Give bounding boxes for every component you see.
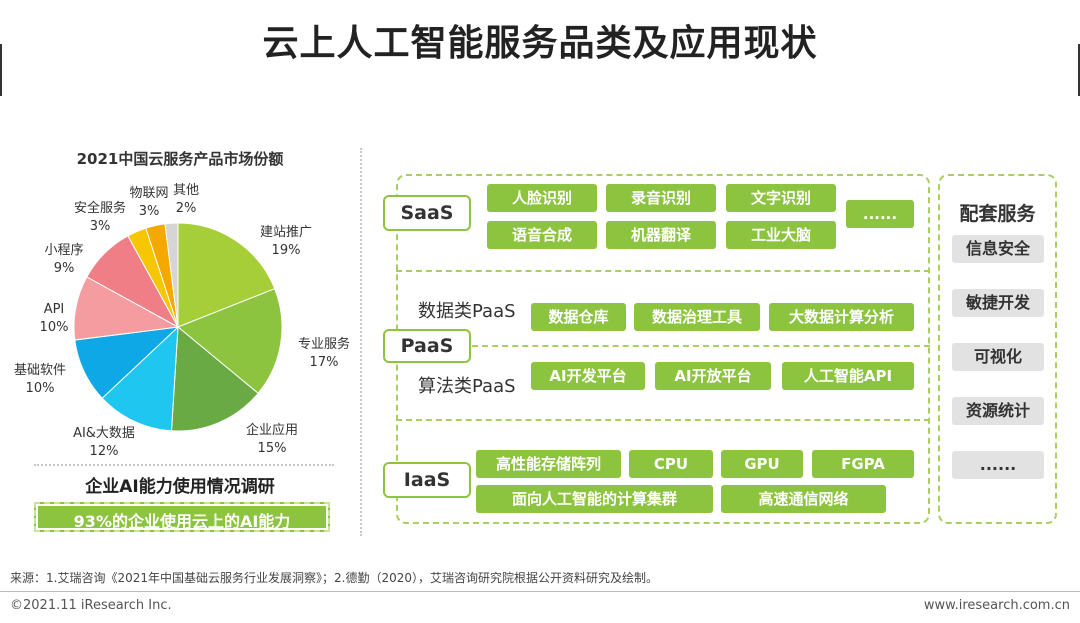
iaas-item: GPU (721, 450, 803, 478)
support-frame (938, 174, 1057, 524)
saas-item-more: ...... (846, 200, 914, 228)
support-item: 敏捷开发 (952, 289, 1044, 317)
pie-label-value-1: 17% (310, 355, 339, 370)
horizontal-divider (34, 464, 334, 466)
chart-title: 2021中国云服务产品市场份额 (76, 150, 284, 168)
pie-label-value-2: 15% (258, 441, 287, 456)
saas-item: 录音识别 (606, 184, 716, 212)
iaas-item: FGPA (812, 450, 914, 478)
iaas-label: IaaS (383, 462, 471, 498)
saas-item: 文字识别 (726, 184, 836, 212)
pie-label-value-8: 3% (139, 204, 160, 219)
iaas-item: 面向人工智能的计算集群 (476, 485, 713, 513)
survey-highlight-box (34, 502, 330, 532)
pie-label-value-7: 3% (90, 219, 111, 234)
pie-slice-2 (170, 325, 259, 432)
site-url: www.iresearch.com.cn (923, 598, 1070, 613)
pie-label-value-0: 19% (272, 243, 301, 258)
saas-item: 工业大脑 (726, 221, 836, 249)
support-item: 可视化 (952, 343, 1044, 371)
iaas-item: CPU (629, 450, 713, 478)
paas-label: PaaS (383, 329, 471, 363)
data-paas-item: 数据治理工具 (634, 303, 760, 331)
saas-item: 语音合成 (487, 221, 597, 249)
data-paas-item: 大数据计算分析 (769, 303, 914, 331)
source-note: 来源：1.艾瑞咨询《2021年中国基础云服务行业发展洞察》；2.德勤（2020）… (10, 571, 658, 585)
pie-chart: 建站推广 19% 专业服务 17% 企业应用 15% AI&大数据 12% 基础软件 10% API… (14, 183, 350, 459)
pie-label-name-4: 基础软件 (14, 363, 66, 378)
frame-left-edge (0, 44, 2, 96)
pie-label-value-4: 10% (26, 381, 55, 396)
saas-item: 人脸识别 (487, 184, 597, 212)
pie-label-name-0: 建站推广 (260, 225, 312, 240)
support-item-more: ...... (952, 451, 1044, 479)
pie-label-value-9: 2% (176, 201, 197, 216)
pie-label-name-6: 小程序 (44, 243, 83, 258)
pie-label-name-8: 物联网 (129, 186, 168, 201)
pie-slice-3 (101, 325, 179, 432)
pie-label-name-1: 专业服务 (298, 336, 350, 352)
saas-label: SaaS (383, 195, 471, 231)
algo-paas-label: 算法类PaaS (418, 376, 516, 397)
pie-label-name-2: 企业应用 (246, 422, 298, 438)
saas-item: 机器翻译 (606, 221, 716, 249)
pie-slice-0 (177, 222, 276, 328)
frame-right-edge (1078, 44, 1080, 96)
pie-slice-1 (177, 288, 283, 394)
data-paas-label: 数据类PaaS (418, 301, 516, 322)
support-item: 资源统计 (952, 397, 1044, 425)
footer-divider (0, 591, 1080, 592)
pie-slice-9 (164, 222, 179, 328)
iaas-item: 高性能存储阵列 (476, 450, 621, 478)
pie-label-value-5: 10% (40, 320, 69, 335)
pie-label-value-6: 9% (54, 261, 75, 276)
pie-label-name-5: API (44, 302, 65, 317)
page-title: 云上人工智能服务品类及应用现状 (262, 23, 818, 64)
pie-label-name-3: AI&大数据 (73, 426, 135, 441)
pie-label-name-9: 其他 (173, 183, 199, 198)
support-item: 信息安全 (952, 235, 1044, 263)
vertical-divider (360, 148, 362, 536)
algo-paas-item: AI开放平台 (655, 362, 771, 390)
copyright: ©2021.11 iResearch Inc. (10, 598, 172, 613)
pie-label-name-7: 安全服务 (74, 200, 126, 216)
paas-iaas-separator (396, 419, 930, 421)
support-title: 配套服务 (959, 203, 1036, 225)
algo-paas-item: AI开发平台 (531, 362, 645, 390)
pie-label-value-3: 12% (90, 444, 119, 459)
data-paas-item: 数据仓库 (531, 303, 626, 331)
saas-paas-separator (396, 270, 930, 272)
iaas-item: 高速通信网络 (721, 485, 886, 513)
survey-title: 企业AI能力使用情况调研 (85, 477, 275, 497)
survey-highlight-text: 93%的企业使用云上的AI能力 (73, 512, 291, 531)
algo-paas-item: 人工智能API (782, 362, 914, 390)
paas-separator (462, 345, 930, 347)
